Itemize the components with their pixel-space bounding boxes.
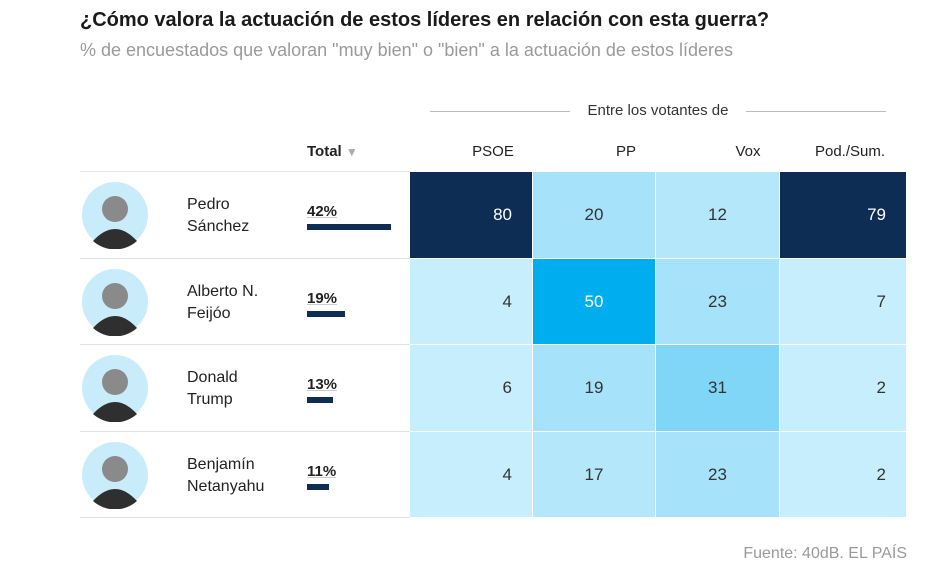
portrait: [82, 441, 148, 509]
total-label: 13%: [307, 376, 338, 393]
sort-indicator: ▼: [345, 145, 358, 159]
portrait: [82, 268, 148, 336]
leader-name: Alberto N.: [187, 282, 259, 300]
total-bar: [307, 483, 329, 490]
heat-cell: 80: [410, 172, 533, 259]
heat-cell: 2: [780, 431, 907, 518]
group-header: Entre los votantes de: [430, 101, 886, 121]
subtitle: % de encuestados que valoran "muy bien" …: [80, 40, 733, 60]
rule: [430, 111, 570, 112]
rule: [746, 111, 886, 112]
portrait: [82, 355, 148, 422]
heat-cell: 2: [780, 345, 907, 432]
leader-name: Netanyahu: [187, 477, 265, 495]
leader-name: Benjamín: [187, 455, 255, 473]
row-separator: [80, 430, 410, 432]
heat-cell: 4: [410, 431, 533, 518]
heat-cell: 17: [533, 431, 656, 518]
leader-name: Trump: [187, 391, 233, 408]
total-header-text: Total: [307, 143, 342, 160]
group-header-text: Entre los votantes de: [587, 102, 729, 119]
heat-cell: 19: [533, 345, 656, 432]
heat-cell: 31: [656, 345, 780, 432]
total-label: 42%: [307, 203, 338, 220]
column-header: PP: [615, 143, 636, 160]
heat-cell: 20: [533, 172, 656, 259]
heat-cell: 6: [410, 345, 533, 432]
heat-cell: 23: [656, 431, 780, 518]
portrait: [82, 182, 148, 249]
row-separator: [80, 517, 410, 518]
row-separator: [80, 344, 410, 345]
heat-cell: 50: [533, 258, 656, 345]
title: ¿Cómo valora la actuación de estos líder…: [80, 9, 770, 31]
heat-cell: 23: [656, 258, 780, 345]
total-bar: [307, 224, 391, 230]
column-header: Pod./Sum.: [814, 143, 886, 160]
leader-name: Donald: [187, 369, 238, 386]
column-header: PSOE: [472, 143, 514, 160]
total-bar: [307, 310, 345, 317]
column-header: Vox: [735, 143, 761, 160]
row-separator: [80, 257, 410, 259]
source: Fuente: 40dB. EL PAÍS: [743, 545, 907, 562]
leader-name: Feijóo: [187, 304, 231, 322]
leader-name: Pedro: [187, 196, 230, 213]
total-label: 19%: [307, 289, 338, 307]
heat-cell: 7: [780, 258, 907, 345]
leader-name: Sánchez: [187, 218, 250, 235]
heat-cell: 79: [780, 172, 907, 259]
header-separator: [80, 171, 410, 172]
heat-cell: 12: [656, 172, 780, 259]
total-label: 11%: [307, 462, 337, 480]
heat-cell: 4: [410, 258, 533, 345]
total-header: Total ▼: [307, 143, 358, 160]
total-bar: [307, 397, 333, 403]
